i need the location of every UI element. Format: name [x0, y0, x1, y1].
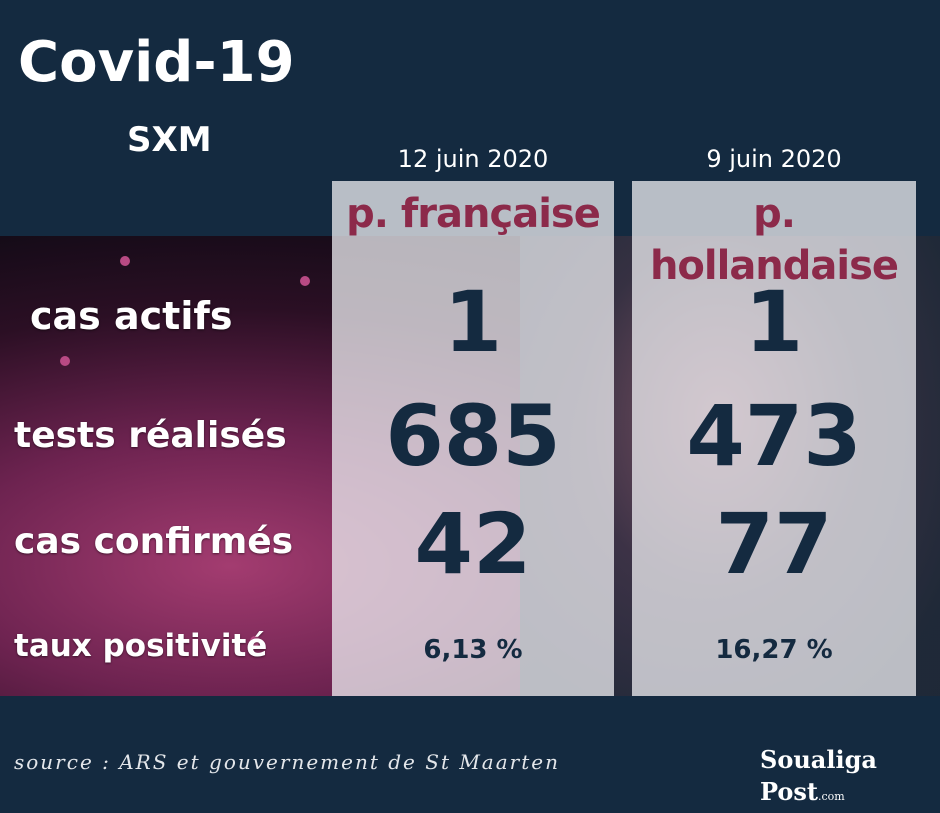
french-active-cases-value: 1 — [443, 273, 503, 371]
virus-spike-decoration — [300, 276, 310, 286]
french-side-column-panel — [332, 181, 614, 696]
page-title: Covid-19 — [18, 30, 295, 95]
french-positivity-value: 6,13 % — [423, 635, 523, 665]
dutch-side-date: 9 juin 2020 — [706, 145, 842, 173]
dutch-tests-value: 473 — [686, 387, 862, 485]
virus-spike-decoration — [40, 536, 50, 546]
dutch-confirmed-value: 77 — [715, 495, 833, 593]
french-side-date: 12 juin 2020 — [397, 145, 549, 173]
active-cases-label: cas actifs — [30, 294, 233, 338]
logo-suffix: .com — [818, 790, 845, 803]
dutch-positivity-value: 16,27 % — [715, 635, 833, 665]
page-subtitle: SXM — [127, 120, 212, 160]
dutch-side-column-panel — [632, 181, 916, 696]
virus-spike-decoration — [120, 256, 130, 266]
dutch-active-cases-value: 1 — [744, 273, 804, 371]
french-side-heading: p. française — [346, 191, 601, 237]
source-note: source : ARS et gouvernement de St Maart… — [14, 750, 560, 774]
confirmed-cases-label: cas confirmés — [14, 521, 294, 562]
virus-spike-decoration — [250, 636, 260, 646]
french-confirmed-value: 42 — [414, 495, 532, 593]
tests-done-label: tests réalisés — [14, 415, 287, 456]
brand-logo: Soualiga Post.com — [760, 744, 940, 813]
french-tests-value: 685 — [385, 387, 561, 485]
dutch-side-heading: p. hollandaise — [649, 191, 899, 289]
positivity-rate-label: taux positivité — [14, 628, 268, 664]
virus-spike-decoration — [60, 356, 70, 366]
